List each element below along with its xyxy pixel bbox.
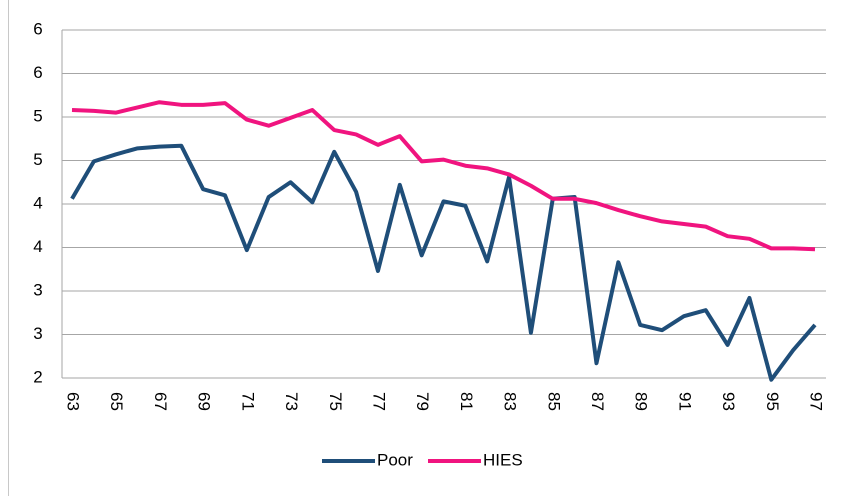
legend-label: HIES [483,450,523,469]
x-tick-label: 83 [501,392,520,411]
x-tick-label: 69 [195,392,214,411]
series-line [71,100,816,252]
x-tick-label: 75 [326,392,345,411]
x-tick-label: 85 [544,392,563,411]
y-tick-label: 6 [33,19,42,38]
x-tick-label: 93 [719,392,738,411]
x-tick-label: 97 [807,392,826,411]
x-tick-label: 73 [282,392,301,411]
x-tick-label: 77 [369,392,388,411]
x-tick-label: 65 [107,392,126,411]
x-tick-label: 89 [632,392,651,411]
legend-label: Poor [377,450,413,469]
y-tick-label: 4 [33,237,42,256]
x-tick-label: 87 [588,392,607,411]
x-tick-label: 81 [457,392,476,411]
x-tick-label: 67 [151,392,170,411]
x-tick-label: 95 [763,392,782,411]
y-tick-label: 6 [33,63,42,82]
series-line [70,143,817,382]
x-tick-label: 91 [675,392,694,411]
y-tick-label: 3 [33,280,42,299]
x-tick-label: 63 [64,392,83,411]
x-tick-label: 71 [238,392,257,411]
y-tick-label: 5 [33,150,42,169]
y-tick-label: 5 [33,106,42,125]
x-tick-label: 79 [413,392,432,411]
y-tick-label: 4 [33,193,42,212]
y-tick-label: 2 [33,367,42,386]
y-tick-label: 3 [33,324,42,343]
